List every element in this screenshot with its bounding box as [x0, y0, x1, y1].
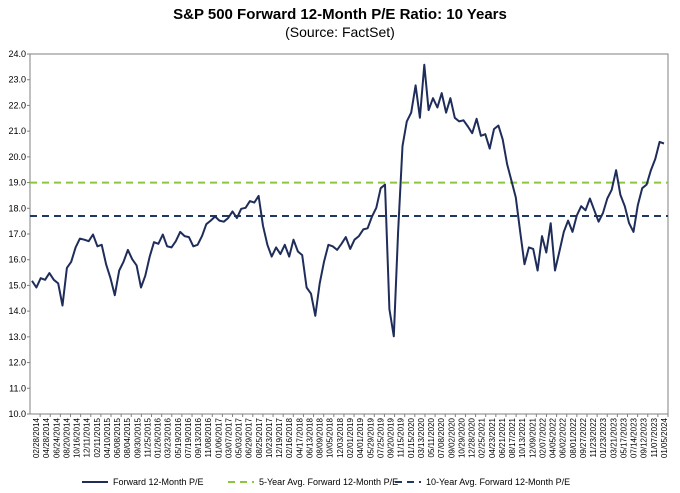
x-tick-label: 05/29/2019: [366, 417, 375, 458]
y-tick-label: 11.0: [9, 383, 26, 393]
x-tick-label: 11/07/2023: [650, 417, 659, 457]
y-tick-label: 17.0: [8, 229, 26, 239]
x-tick-label: 04/10/2015: [103, 417, 112, 458]
x-tick-label: 08/09/2018: [316, 417, 325, 458]
legend-label-1: Forward 12-Month P/E: [113, 477, 204, 487]
x-tick-label: 04/05/2022: [549, 417, 558, 458]
x-tick-label: 10/05/2018: [326, 417, 335, 458]
x-tick-label: 09/02/2020: [447, 417, 456, 458]
x-tick-label: 11/15/2019: [397, 417, 406, 457]
x-tick-label: 09/27/2022: [579, 417, 588, 458]
x-tick-label: 04/28/2014: [42, 417, 51, 458]
x-tick-label: 05/11/2020: [427, 417, 436, 457]
x-tick-label: 12/09/2021: [528, 417, 537, 458]
x-tick-label: 02/07/2022: [538, 417, 547, 458]
y-tick-label: 13.0: [8, 332, 26, 342]
x-tick-label: 06/02/2022: [559, 417, 568, 458]
x-tick-label: 03/23/2016: [164, 417, 173, 458]
x-tick-label: 06/13/2018: [305, 417, 314, 458]
x-tick-label: 05/17/2023: [619, 417, 628, 458]
x-tick-label: 08/20/2014: [62, 417, 71, 458]
x-tick-label: 02/01/2019: [346, 417, 355, 458]
x-tick-label: 10/23/2017: [265, 417, 274, 458]
x-tick-label: 11/25/2015: [143, 417, 152, 457]
pe-series-line: [31, 63, 665, 338]
y-tick-label: 24.0: [8, 49, 26, 59]
x-tick-label: 01/06/2017: [214, 417, 223, 458]
y-tick-label: 12.0: [8, 358, 26, 368]
x-tick-label: 08/04/2015: [123, 417, 132, 458]
x-tick-label: 09/30/2015: [133, 417, 142, 458]
x-tick-label: 03/07/2017: [224, 417, 233, 458]
x-tick-label: 10/16/2014: [73, 417, 82, 458]
x-tick-label: 06/21/2021: [498, 417, 507, 458]
y-tick-label: 10.0: [8, 409, 26, 419]
legend-label-3: 10-Year Avg. Forward 12-Month P/E: [426, 477, 570, 487]
y-tick-label: 16.0: [8, 255, 26, 265]
y-tick-label: 22.0: [8, 100, 26, 110]
y-tick-label: 19.0: [8, 178, 26, 188]
x-tick-label: 05/03/2017: [235, 417, 244, 458]
x-tick-label: 04/01/2019: [356, 417, 365, 458]
x-tick-label: 01/26/2016: [154, 417, 163, 458]
x-tick-label: 02/16/2018: [285, 417, 294, 458]
x-tick-label: 11/08/2016: [204, 417, 213, 457]
x-tick-label: 01/15/2020: [407, 417, 416, 458]
x-tick-label: 03/13/2020: [417, 417, 426, 458]
y-tick-label: 21.0: [8, 126, 26, 136]
x-tick-label: 02/11/2015: [93, 417, 102, 457]
x-tick-label: 12/11/2014: [83, 417, 92, 457]
y-tick-label: 18.0: [8, 203, 26, 213]
x-tick-label: 05/19/2016: [174, 417, 183, 458]
x-tick-label: 09/12/2023: [640, 417, 649, 458]
x-tick-label: 07/08/2020: [437, 417, 446, 458]
x-tick-label: 09/13/2016: [194, 417, 203, 458]
plot-area-border: [29, 53, 669, 415]
x-tick-label: 10/13/2021: [518, 417, 527, 458]
x-tick-label: 02/25/2021: [478, 417, 487, 458]
x-tick-label: 11/23/2022: [589, 417, 598, 457]
chart-title: S&P 500 Forward 12-Month P/E Ratio: 10 Y…: [173, 6, 507, 23]
chart-subtitle: (Source: FactSet): [285, 24, 395, 40]
y-tick-label: 20.0: [8, 152, 26, 162]
x-tick-label: 12/28/2020: [468, 417, 477, 458]
y-tick-label: 14.0: [8, 306, 26, 316]
x-tick-label: 03/21/2023: [609, 417, 618, 458]
x-tick-label: 06/24/2014: [52, 417, 61, 458]
x-tick-label: 04/23/2021: [488, 417, 497, 458]
x-tick-label: 08/17/2021: [508, 417, 517, 458]
x-tick-label: 12/19/2017: [275, 417, 284, 458]
x-tick-label: 06/08/2015: [113, 417, 122, 458]
x-tick-label: 01/05/2024: [660, 417, 669, 458]
x-tick-label: 09/20/2019: [387, 417, 396, 458]
x-tick-label: 02/28/2014: [32, 417, 41, 458]
legend-label-2: 5-Year Avg. Forward 12-Month P/E: [259, 477, 398, 487]
x-tick-label: 08/01/2022: [569, 417, 578, 458]
x-tick-label: 01/23/2023: [599, 417, 608, 458]
x-tick-label: 07/14/2023: [630, 417, 639, 458]
x-tick-label: 10/29/2020: [457, 417, 466, 458]
y-tick-label: 23.0: [8, 75, 26, 85]
x-tick-label: 07/25/2019: [376, 417, 385, 458]
x-tick-label: 04/17/2018: [295, 417, 304, 458]
x-tick-label: 06/29/2017: [245, 417, 254, 458]
x-tick-label: 12/03/2018: [336, 417, 345, 458]
y-tick-label: 15.0: [8, 280, 26, 290]
x-tick-label: 08/25/2017: [255, 417, 264, 458]
x-tick-label: 07/19/2016: [184, 417, 193, 458]
